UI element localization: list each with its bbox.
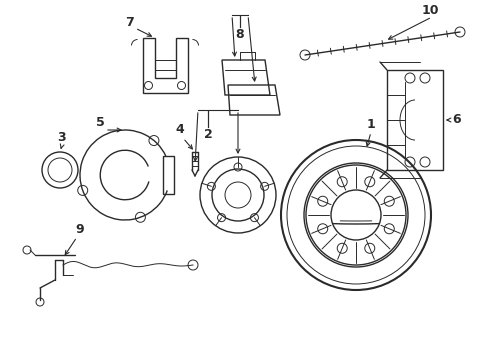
Text: 1: 1: [366, 118, 375, 131]
Text: 8: 8: [235, 28, 244, 41]
Text: 2: 2: [203, 129, 212, 141]
Text: 5: 5: [96, 117, 104, 130]
Text: 6: 6: [452, 113, 460, 126]
Text: 7: 7: [125, 17, 134, 30]
Text: 4: 4: [175, 123, 184, 136]
Text: 3: 3: [58, 131, 66, 144]
Text: 10: 10: [420, 4, 438, 17]
Text: 9: 9: [76, 224, 84, 237]
